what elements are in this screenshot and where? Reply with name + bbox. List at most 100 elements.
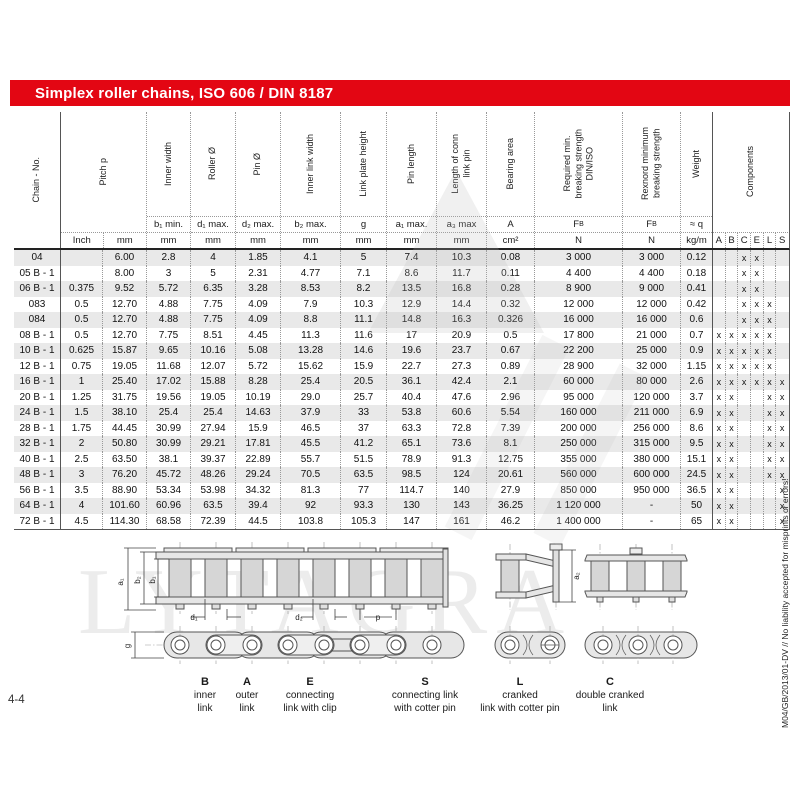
cell: 1 400 000 <box>534 513 622 529</box>
cell: 34.32 <box>235 482 280 498</box>
cell: 4 <box>190 250 235 266</box>
cell: 850 000 <box>534 482 622 498</box>
sub-header: d₂ max. <box>236 216 280 232</box>
component-cell <box>749 513 763 529</box>
cell: 17.81 <box>235 436 280 452</box>
cell: 32 000 <box>622 358 680 374</box>
cell: 211 000 <box>622 405 680 421</box>
cell: 44.45 <box>102 420 146 436</box>
cell-chain-no: 64 B - 1 <box>19 500 55 512</box>
cell: 4.09 <box>235 296 280 312</box>
cell: 45.5 <box>280 436 340 452</box>
cell: 1 120 000 <box>534 498 622 514</box>
cell: 1.25 <box>60 389 102 405</box>
cell: 0.08 <box>486 250 534 266</box>
cell: 20.9 <box>436 327 486 343</box>
component-cell: x <box>712 374 725 390</box>
cell: 36.25 <box>486 498 534 514</box>
cell-chain-no: 20 B - 1 <box>19 391 55 403</box>
component-cell <box>724 250 738 266</box>
cell: 19.56 <box>146 389 190 405</box>
cell: 47.6 <box>436 389 486 405</box>
component-letter: A <box>715 235 722 246</box>
cell: 60.96 <box>146 498 190 514</box>
component-cell <box>749 467 763 483</box>
component-cell: x <box>712 327 725 343</box>
cell: 15.9 <box>235 420 280 436</box>
sub-header: b₁ min. <box>147 216 190 232</box>
component-letter: S <box>775 233 788 248</box>
component-cell: x <box>749 281 763 297</box>
component-cell: x <box>762 327 776 343</box>
cell: 27.3 <box>436 358 486 374</box>
col-chain-no: Chain - No. <box>14 112 60 248</box>
dim-labels: a₁ b₂ b₁ d₁ d₂ p g a₂ <box>116 572 581 648</box>
cell: 4 400 <box>622 265 680 281</box>
component-cell: x <box>775 513 788 529</box>
component-cell <box>775 281 788 297</box>
cell: 4.5 <box>60 513 102 529</box>
cell: 114.30 <box>102 513 146 529</box>
dim-b1: b₁ <box>148 576 157 583</box>
cell-chain-no: 40 B - 1 <box>19 453 55 465</box>
cell: 5.72 <box>146 281 190 297</box>
component-cell: x <box>737 358 750 374</box>
component-cell: x <box>775 420 788 436</box>
component-cell <box>749 482 763 498</box>
component-cell <box>749 436 763 452</box>
table-row: 64 B - 1 4 101.60 60.96 63.5 39.4 92 93.… <box>14 498 789 514</box>
component-cell <box>775 343 788 359</box>
cell: 8.28 <box>235 374 280 390</box>
table-row: 10 B - 1 0.625 15.87 9.65 10.16 5.08 13.… <box>14 343 789 359</box>
component-cell: x <box>762 389 776 405</box>
cell: 0.41 <box>680 281 712 297</box>
cell: 8.8 <box>280 312 340 328</box>
component-cell <box>724 265 738 281</box>
cell: 37 <box>340 420 386 436</box>
cell: 11.3 <box>280 327 340 343</box>
unit-cell: mm <box>387 232 436 248</box>
cell: 20.5 <box>340 374 386 390</box>
cell-chain-no: 083 <box>28 298 46 310</box>
component-cell: x <box>775 374 788 390</box>
cell: 27.94 <box>190 420 235 436</box>
component-cell <box>737 498 750 514</box>
cell: 5.54 <box>486 405 534 421</box>
component-cell: x <box>775 451 788 467</box>
component-cell: x <box>724 513 738 529</box>
component-cell: x <box>762 467 776 483</box>
component-cell: x <box>749 343 763 359</box>
component-cell: x <box>737 296 750 312</box>
component-cell <box>762 265 776 281</box>
dim-d2: d₂ <box>295 613 303 622</box>
component-cell: x <box>712 436 725 452</box>
component-cell <box>712 265 725 281</box>
cell: 7.39 <box>486 420 534 436</box>
cell: 29.0 <box>280 389 340 405</box>
cell: 3 <box>60 467 102 483</box>
side-note: M04/GB/2013/01-DV // No liability accept… <box>780 478 790 728</box>
cell: 25.4 <box>190 405 235 421</box>
chain-plan-view <box>131 626 465 664</box>
component-cell: x <box>762 420 776 436</box>
cell-chain-no: 56 B - 1 <box>19 484 55 496</box>
cell: 15.1 <box>680 451 712 467</box>
cell: 19.05 <box>190 389 235 405</box>
cell: 1.15 <box>680 358 712 374</box>
cell: 0.42 <box>680 296 712 312</box>
cell: 28 900 <box>534 358 622 374</box>
cell: 2.31 <box>235 265 280 281</box>
column-header: Pitch p <box>97 158 108 186</box>
cell: 6.00 <box>102 250 146 266</box>
cell: 63.5 <box>190 498 235 514</box>
component-cell: x <box>737 327 750 343</box>
cell <box>60 265 102 281</box>
component-cell: x <box>724 436 738 452</box>
cell: 8.2 <box>340 281 386 297</box>
component-cell: x <box>749 296 763 312</box>
cell: 250 000 <box>534 436 622 452</box>
cell: 17 <box>386 327 436 343</box>
cell: 81.3 <box>280 482 340 498</box>
cell: 11.68 <box>146 358 190 374</box>
